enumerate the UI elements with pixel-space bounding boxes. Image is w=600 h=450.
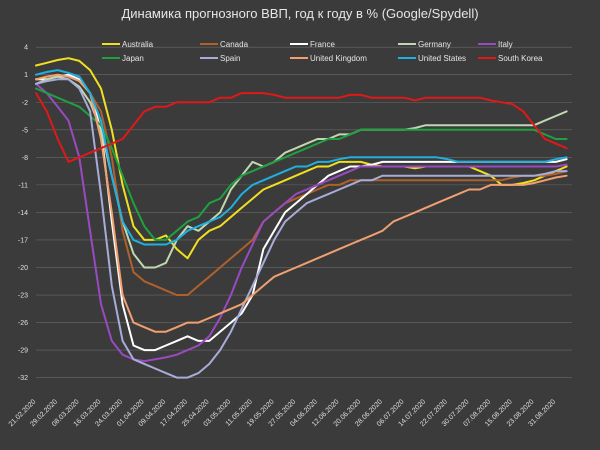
series-line-canada (35, 73, 568, 296)
legend: Australia Canada France Germany Italy Japan Sp… (102, 40, 543, 63)
series-layer (35, 57, 568, 379)
series-line-australia (35, 57, 568, 260)
legend-label: South Korea (498, 54, 543, 63)
series-line-united-kingdom (35, 73, 568, 333)
y-tick-label: -5 (22, 127, 28, 134)
legend-label: United Kingdom (310, 54, 367, 63)
y-tick-label: -2 (22, 100, 28, 107)
y-tick-label: -8 (22, 155, 28, 162)
series-line-japan (35, 87, 568, 241)
legend-label: Italy (498, 40, 513, 49)
legend-label: Spain (220, 54, 240, 63)
series-line-united-states (35, 69, 568, 246)
y-tick-label: -23 (18, 293, 28, 300)
series-line-germany (35, 75, 568, 269)
legend-label: Canada (220, 40, 249, 49)
y-tick-label: 4 (24, 45, 28, 52)
series-line-spain (35, 78, 568, 379)
y-tick-label: -20 (18, 265, 28, 272)
y-tick-label: -29 (18, 348, 28, 355)
y-tick-label: -14 (18, 210, 28, 217)
y-axis: 4 1 -2 -5 -8 -11 -14 -17 -20 -23 -26 -29 -32 (18, 45, 28, 382)
series-line-italy (35, 82, 568, 363)
legend-label: United States (418, 54, 466, 63)
legend-label: Australia (122, 40, 154, 49)
y-tick-label: -26 (18, 320, 28, 327)
chart-title: Динамика прогнозного ВВП, год к году в %… (121, 6, 478, 21)
y-tick-label: 1 (24, 72, 28, 79)
legend-label: France (310, 40, 335, 49)
y-tick-label: -11 (18, 182, 28, 189)
legend-label: Japan (122, 54, 144, 63)
y-tick-label: -17 (18, 237, 28, 244)
legend-label: Germany (418, 40, 451, 49)
y-tick-label: -32 (18, 375, 28, 382)
series-line-south-korea (35, 92, 568, 163)
